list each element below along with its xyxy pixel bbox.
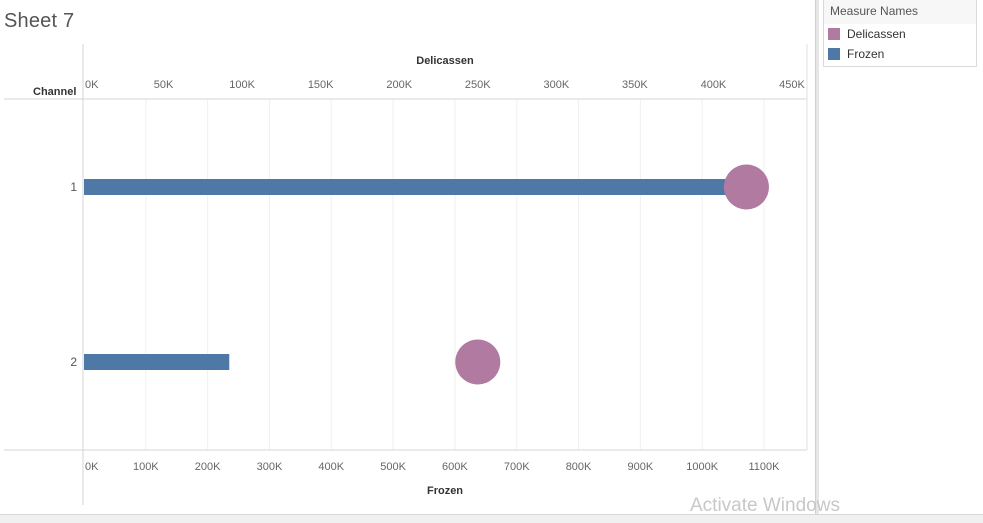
bottom-tick-label: 300K xyxy=(257,461,283,473)
bottom-tick-label: 200K xyxy=(195,461,221,473)
top-axis-title: Delicassen xyxy=(416,55,474,67)
legend-swatch-frozen xyxy=(828,48,840,60)
bottom-axis-title: Frozen xyxy=(427,485,463,497)
row-label-1: 1 xyxy=(70,180,77,194)
frozen-bar-channel-2 xyxy=(84,354,230,370)
bottom-tick-label: 500K xyxy=(380,461,406,473)
gridlines xyxy=(145,99,765,450)
top-tick-label: 300K xyxy=(543,79,569,91)
pane-divider[interactable] xyxy=(815,0,819,518)
top-tick-label: 200K xyxy=(386,79,412,91)
marks xyxy=(84,164,769,385)
bottom-tick-label: 800K xyxy=(566,461,592,473)
bottom-tick-label: 900K xyxy=(628,461,654,473)
delicassen-circle-channel-2 xyxy=(455,339,501,385)
top-tick-label: 400K xyxy=(701,79,727,91)
bottom-tick-label: 600K xyxy=(442,461,468,473)
legend-label-delicassen: Delicassen xyxy=(847,27,906,41)
legend-label-frozen: Frozen xyxy=(847,47,885,61)
bottom-tick-label: 1000K xyxy=(686,461,718,473)
row-header-channel: Channel xyxy=(33,86,76,98)
row-label-2: 2 xyxy=(70,355,77,369)
delicassen-circle-channel-1 xyxy=(723,164,769,210)
legend: Measure Names Delicassen Frozen xyxy=(823,0,977,67)
legend-title: Measure Names xyxy=(824,0,976,24)
bottom-tick-label: 1100K xyxy=(749,461,781,473)
top-tick-label: 450K xyxy=(779,79,805,91)
top-tick-label: 0K xyxy=(85,79,99,91)
legend-swatch-delicassen xyxy=(828,28,840,40)
sheet-title: Sheet 7 xyxy=(4,10,75,32)
frozen-bar-channel-1 xyxy=(84,179,740,195)
bottom-scrollbar[interactable] xyxy=(0,514,983,523)
top-tick-label: 50K xyxy=(154,79,174,91)
top-tick-label: 150K xyxy=(308,79,334,91)
bottom-tick-label: 100K xyxy=(133,461,159,473)
bottom-tick-label: 400K xyxy=(318,461,344,473)
top-tick-label: 100K xyxy=(229,79,255,91)
activation-watermark: Activate Windows xyxy=(690,495,840,516)
bottom-tick-label: 0K xyxy=(85,461,99,473)
labels: Delicassen 0K 50K 100K 150K 200K 250K 300K 350K 4… xyxy=(33,55,806,497)
bottom-tick-label: 700K xyxy=(504,461,530,473)
top-tick-label: 350K xyxy=(622,79,648,91)
chart: Delicassen 0K 50K 100K 150K 200K 250K 300K 350K 4… xyxy=(4,44,808,505)
legend-item-delicassen[interactable]: Delicassen xyxy=(824,24,976,44)
legend-item-frozen[interactable]: Frozen xyxy=(824,44,976,64)
top-tick-label: 250K xyxy=(465,79,491,91)
axes xyxy=(4,44,808,505)
